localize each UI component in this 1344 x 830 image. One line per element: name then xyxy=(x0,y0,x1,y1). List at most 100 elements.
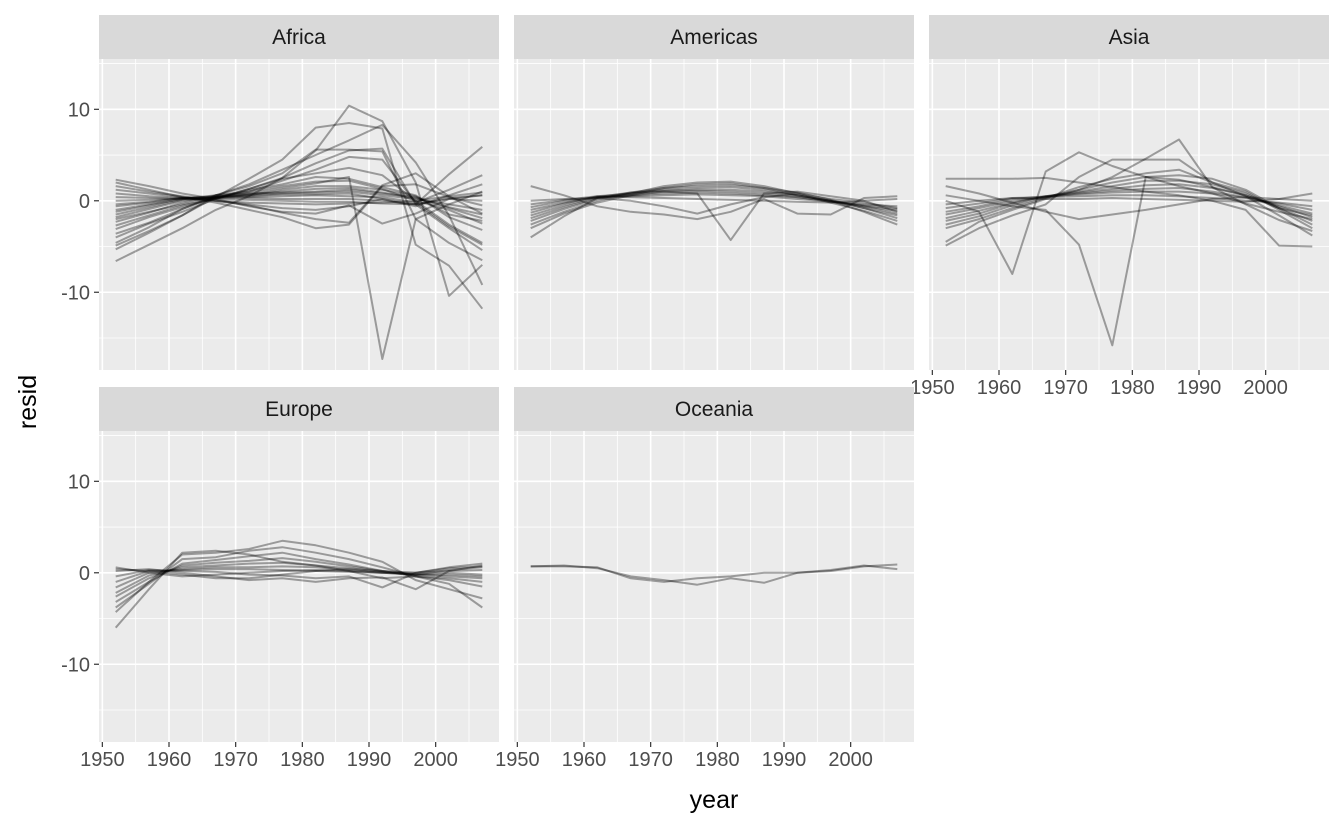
series-line-europe-1 xyxy=(114,549,483,629)
panel-background xyxy=(929,59,1329,370)
series-line-africa-6 xyxy=(115,155,483,246)
series-line-africa-13 xyxy=(115,188,483,216)
series-line-europe-6 xyxy=(115,561,483,594)
series-line-africa-5 xyxy=(115,147,483,252)
series-line-americas-6 xyxy=(530,188,898,217)
x-tick-label: 1990 xyxy=(347,749,392,771)
x-tick-label: 1970 xyxy=(628,749,673,771)
series-line-americas-12 xyxy=(530,185,898,221)
y-tick-label: 0 xyxy=(79,563,90,585)
series-line-africa-19 xyxy=(115,191,483,206)
series-line-asia-4 xyxy=(945,174,1313,226)
y-axis-title: resid xyxy=(14,375,42,429)
x-tick-label: 1950 xyxy=(910,377,955,399)
facet-panel-americas: Americas xyxy=(514,15,914,370)
series-line-africa-4 xyxy=(115,148,483,262)
series-line-americas-7 xyxy=(530,189,898,214)
series-line-africa-15 xyxy=(115,183,483,208)
x-tick-label: 1970 xyxy=(213,749,258,771)
y-tick-label: -10 xyxy=(61,654,90,676)
series-line-africa-3 xyxy=(115,123,484,286)
series-line-americas-11 xyxy=(530,192,898,215)
series-line-africa-17 xyxy=(115,146,483,206)
facet-panel-oceania: Oceania 1950 1960 1970 1980 1990 2000 xyxy=(495,387,914,771)
series-line-africa-16 xyxy=(115,174,483,206)
x-tick-label: 1950 xyxy=(80,749,125,771)
series-line-americas-5 xyxy=(530,186,898,220)
facet-strip-asia xyxy=(929,15,1329,59)
series-line-europe-2 xyxy=(115,539,483,613)
series-line-asia-1 xyxy=(945,158,1313,247)
panel-background xyxy=(514,59,914,370)
series-line-asia-5 xyxy=(945,179,1313,222)
panel-background xyxy=(99,59,499,370)
facet-label-africa: Africa xyxy=(272,26,326,49)
series-line-europe-10 xyxy=(115,564,483,591)
facet-strip-africa xyxy=(99,15,499,59)
series-line-americas-8 xyxy=(530,191,898,211)
x-tick-label: 2000 xyxy=(828,749,873,771)
series-line-africa-10 xyxy=(115,176,483,360)
series-line-africa-12 xyxy=(115,187,483,220)
x-tick-label: 1990 xyxy=(762,749,807,771)
facet-strip-oceania xyxy=(514,387,914,431)
series-line-africa-20 xyxy=(115,188,483,211)
y-tick-label: 0 xyxy=(79,191,90,213)
series-line-europe-11 xyxy=(115,562,483,580)
series-line-asia-7 xyxy=(945,187,1313,216)
series-line-asia-9 xyxy=(945,194,1313,210)
x-tick-label: 1990 xyxy=(1177,377,1222,399)
series-line-europe-12 xyxy=(115,566,483,578)
x-axis-title: year xyxy=(690,786,739,814)
series-line-africa-18 xyxy=(115,194,483,206)
y-tick-label: 10 xyxy=(68,471,90,493)
series-line-americas-3 xyxy=(530,180,898,226)
series-line-americas-2 xyxy=(530,182,898,230)
series-line-americas-10 xyxy=(530,195,898,206)
series-line-africa-1 xyxy=(115,104,483,297)
series-line-asia-6 xyxy=(945,183,1313,220)
series-line-americas-1 xyxy=(530,190,898,242)
x-tick-label: 2000 xyxy=(1243,377,1288,399)
series-line-americas-9 xyxy=(530,193,898,209)
facet-label-europe: Europe xyxy=(265,398,333,421)
series-line-europe-4 xyxy=(115,551,483,603)
series-line-asia-10 xyxy=(945,192,1313,206)
series-line-asia-3 xyxy=(945,168,1313,230)
series-line-europe-5 xyxy=(115,557,483,598)
series-line-europe-9 xyxy=(115,565,483,589)
x-tick-label: 1960 xyxy=(562,749,607,771)
x-tick-label: 1980 xyxy=(280,749,325,771)
facet-panel-africa: Africa -10 0 10 xyxy=(61,15,499,370)
series-line-oceania-1 xyxy=(530,563,898,586)
y-tick-label: 10 xyxy=(68,99,90,121)
x-tick-label: 1950 xyxy=(495,749,540,771)
series-line-africa-2 xyxy=(115,122,484,310)
series-line-africa-21 xyxy=(115,172,483,224)
series-line-europe-8 xyxy=(115,568,483,583)
x-tick-label: 2000 xyxy=(413,749,458,771)
series-line-europe-7 xyxy=(115,565,483,589)
series-line-asia-8 xyxy=(945,190,1313,213)
series-line-oceania-2 xyxy=(530,564,898,583)
facet-panel-asia: Asia 1950 1960 1970 1980 1990 2000 xyxy=(910,15,1329,399)
x-tick-label: 1960 xyxy=(977,377,1022,399)
x-tick-label: 1970 xyxy=(1043,377,1088,399)
series-line-africa-9 xyxy=(115,179,483,225)
series-line-asia-14 xyxy=(945,176,1313,248)
facet-panel-europe: Europe -10 0 10 1950 1960 1970 1980 1990 2000 xyxy=(61,387,499,771)
panel-background xyxy=(514,431,914,742)
facet-label-oceania: Oceania xyxy=(675,398,754,421)
x-tick-label: 1980 xyxy=(1110,377,1155,399)
series-line-africa-8 xyxy=(115,176,483,231)
facet-label-americas: Americas xyxy=(670,26,758,49)
series-line-americas-4 xyxy=(530,184,898,222)
series-line-europe-3 xyxy=(115,546,483,609)
x-tick-label: 1980 xyxy=(695,749,740,771)
facet-label-asia: Asia xyxy=(1109,26,1150,49)
series-line-asia-2 xyxy=(945,138,1313,243)
series-line-africa-7 xyxy=(115,166,483,244)
series-line-asia-11 xyxy=(945,151,1313,275)
series-line-asia-13 xyxy=(945,185,1313,221)
